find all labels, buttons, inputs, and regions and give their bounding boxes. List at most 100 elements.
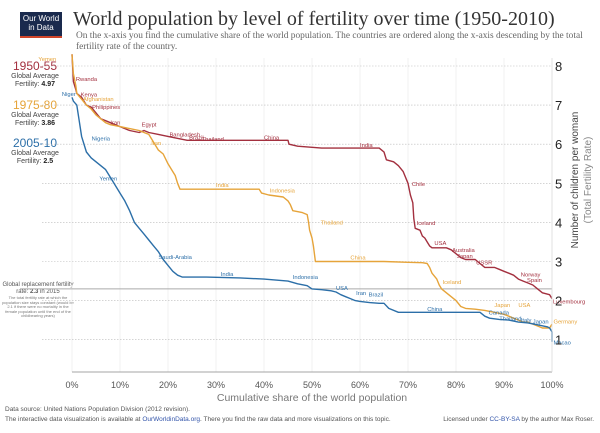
y-tick-label: 2 — [555, 294, 562, 309]
legend-value: 2.5 — [43, 158, 54, 165]
country-label: Italy — [521, 318, 532, 324]
legend-2005-10: 2005-10 Global Average Fertility: 2.5 — [4, 137, 66, 166]
owid-link[interactable]: OurWorldinData.org — [142, 416, 200, 423]
logo-line-2: in Data — [28, 23, 54, 32]
replacement-rate-value: 2.3 — [29, 289, 39, 295]
country-label: China — [427, 307, 443, 313]
country-label: Iran — [151, 141, 161, 147]
country-label: Philippines — [92, 105, 120, 111]
country-label: Rwanda — [76, 77, 98, 83]
country-label: Egypt — [142, 123, 157, 129]
series-line-1975-80 — [71, 54, 553, 329]
country-label: Norway — [521, 272, 541, 278]
country-label: Japan — [533, 320, 549, 326]
y-tick-label: 8 — [555, 59, 562, 74]
replacement-title: Global replacement fertility — [2, 282, 74, 288]
country-label: Japan — [457, 254, 473, 260]
legend-value-label: Fertility: — [16, 158, 42, 165]
legend-period: 2005-10 — [12, 136, 58, 150]
country-label: China — [350, 256, 366, 262]
country-label: Brazil — [369, 293, 384, 299]
license-suffix: by the author Max Roser. — [521, 416, 594, 423]
country-label: Afghanistan — [83, 97, 114, 103]
country-label: Luxembourg — [553, 300, 585, 306]
x-tick-label: 30% — [207, 380, 225, 390]
legend-label: Global Average — [11, 73, 59, 80]
x-tick-label: 20% — [159, 380, 177, 390]
x-tick-label: 100% — [540, 380, 563, 390]
country-label: Canada — [489, 310, 510, 316]
legend-label: Global Average — [11, 150, 59, 157]
legend-value-row: Fertility: 2.5 — [4, 158, 66, 166]
country-label: Chile — [412, 182, 425, 188]
x-tick-label: 0% — [65, 380, 78, 390]
footer-license: Licensed under CC-BY-SA by the author Ma… — [443, 416, 594, 423]
country-label: Kenya — [81, 92, 98, 98]
license-link[interactable]: CC-BY-SA — [489, 416, 520, 423]
y-tick-label: 3 — [555, 255, 562, 270]
legend-value-label: Fertility: — [14, 120, 40, 127]
country-label: Germany — [553, 319, 577, 325]
y-tick-label: 7 — [555, 98, 562, 113]
country-label: Iceland — [417, 221, 436, 227]
country-label: Iceland — [443, 280, 462, 286]
country-label: India — [221, 272, 234, 278]
country-label: Japan — [494, 303, 510, 309]
country-labels: Rwanda Kenya Philippines Iran Egypt Banglades… — [38, 57, 585, 346]
country-label: India — [216, 183, 229, 189]
legend-value-row: Fertility: 4.97 — [4, 81, 66, 89]
country-label: Iran — [356, 291, 366, 297]
y-tick-label: 4 — [555, 215, 562, 230]
legend-value: 4.97 — [41, 81, 56, 88]
series-line-1950-55 — [71, 54, 553, 299]
country-label: Australia — [452, 248, 475, 254]
country-label: USA — [434, 241, 446, 247]
y-tick-label: 1 — [555, 333, 562, 348]
legend-period: 1950-55 — [12, 59, 58, 73]
country-label: China — [264, 136, 280, 142]
country-label: Thailand — [321, 220, 343, 226]
replacement-rate-suffix: in 2015 — [40, 289, 60, 295]
x-tick-label: 40% — [255, 380, 273, 390]
country-label: Bangladesh — [169, 132, 200, 138]
footer-interactive: The interactive data visualization is av… — [5, 416, 391, 423]
country-label: Niger — [62, 92, 76, 98]
country-label: Thailand — [499, 317, 521, 323]
y-tick-label: 5 — [555, 176, 562, 191]
x-tick-label: 50% — [303, 380, 321, 390]
footer-interactive-suffix: . There you find the raw data and more v… — [200, 416, 391, 423]
legend-value-row: Fertility: 3.86 — [4, 120, 66, 128]
replacement-rate: rate: 2.3 in 2015 — [2, 289, 74, 296]
footer-source: Data source: United Nations Population D… — [5, 406, 190, 413]
country-label: Iran — [110, 121, 120, 127]
legend-1975-80: 1975-80 Global Average Fertility: 3.86 — [4, 99, 66, 128]
x-tick-label: 60% — [351, 380, 369, 390]
country-label: Spain — [527, 278, 542, 284]
x-tick-label: 90% — [495, 380, 513, 390]
series-lines — [71, 54, 553, 342]
country-label: USSR — [476, 261, 492, 267]
y-axis-subtitle: (Total Fertility Rate) — [583, 137, 594, 224]
y-tick-label: 6 — [555, 137, 562, 152]
y-axis-title: Number of children per woman — [570, 112, 581, 249]
grid — [42, 58, 553, 372]
chart-title: World population by level of fertility o… — [73, 8, 555, 30]
country-label: Brazil — [189, 136, 204, 142]
x-tick-label: 70% — [399, 380, 417, 390]
country-label: Thailand — [202, 137, 224, 143]
country-label: Yemen — [99, 177, 117, 183]
x-tick-label: 80% — [447, 380, 465, 390]
country-label: Saudi-Arabia — [158, 255, 192, 261]
country-label: USA — [518, 303, 530, 309]
x-tick-label: 10% — [111, 380, 129, 390]
legend-value-label: Fertility: — [14, 81, 40, 88]
country-label: Nigeria — [92, 136, 111, 142]
license-prefix: Licensed under — [443, 416, 488, 423]
country-label: Indonesia — [270, 189, 296, 195]
series-line-2005-10 — [71, 97, 553, 342]
axes: 0% 10% 20% 30% 40% 50% 60% 70% 80% 90% 100% Cumulat… — [65, 58, 594, 404]
our-world-in-data-logo: Our World in Data — [20, 12, 62, 38]
replacement-body: The total fertility rate at which the po… — [2, 295, 74, 318]
logo-line-1: Our World — [22, 14, 60, 23]
chart-subtitle: On the x-axis you find the cumulative sh… — [76, 31, 583, 52]
